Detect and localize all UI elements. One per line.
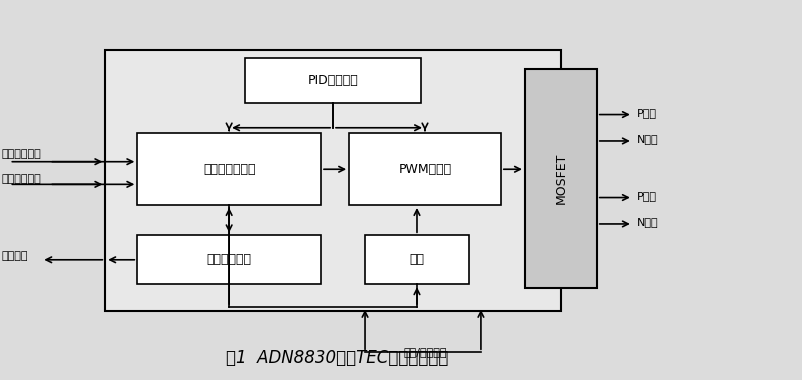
Text: 热敏电阻输入: 热敏电阻输入 (2, 174, 41, 184)
Text: PID补偿网络: PID补偿网络 (308, 74, 358, 87)
Text: 频率/相位控制: 频率/相位控制 (403, 347, 447, 357)
FancyBboxPatch shape (525, 69, 597, 288)
Text: 图1  ADN8830单片TEC控制器原理图: 图1 ADN8830单片TEC控制器原理图 (226, 349, 448, 367)
Text: N沟道: N沟道 (637, 217, 658, 227)
FancyBboxPatch shape (105, 51, 561, 311)
Text: PWM控制器: PWM控制器 (399, 163, 452, 176)
Text: 参考电压: 参考电压 (2, 251, 28, 261)
FancyBboxPatch shape (137, 235, 321, 284)
FancyBboxPatch shape (245, 58, 421, 103)
Text: P沟道: P沟道 (637, 191, 657, 201)
Text: 电压参考电路: 电压参考电路 (207, 253, 252, 266)
Text: 温度测量放大器: 温度测量放大器 (203, 163, 255, 176)
Text: P沟道: P沟道 (637, 108, 657, 118)
FancyBboxPatch shape (365, 235, 469, 284)
FancyBboxPatch shape (349, 133, 501, 205)
Text: 温度设置输入: 温度设置输入 (2, 149, 41, 159)
Text: N沟道: N沟道 (637, 134, 658, 144)
Text: MOSFET: MOSFET (554, 153, 567, 204)
FancyBboxPatch shape (137, 133, 321, 205)
Text: 晶振: 晶振 (410, 253, 424, 266)
